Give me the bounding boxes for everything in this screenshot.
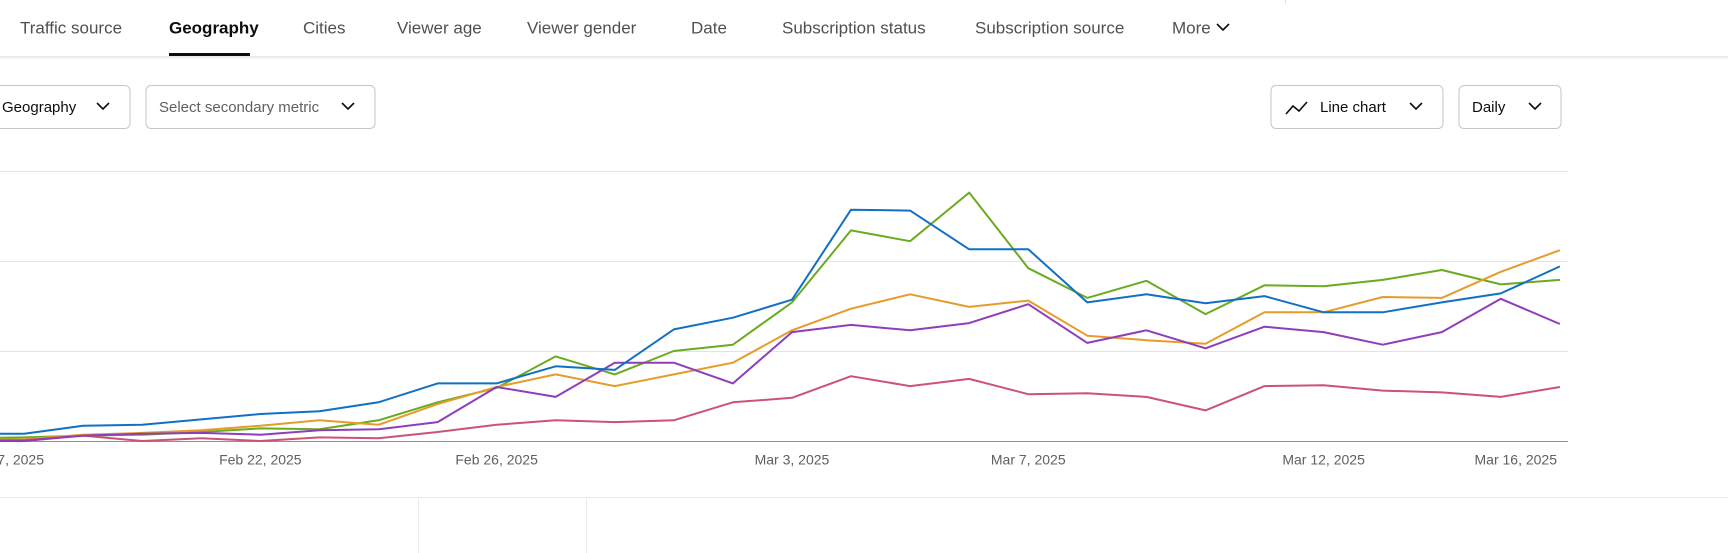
chart-type-label: Line chart xyxy=(1320,99,1387,116)
chart-type-dropdown[interactable] xyxy=(1270,85,1444,129)
chevron xyxy=(341,102,355,111)
series-line xyxy=(0,208,1561,435)
series-line xyxy=(0,191,1560,439)
tab-bar xyxy=(0,0,1728,56)
x-tick-label: Feb 17, 2025 xyxy=(0,452,44,468)
line-chart: Feb 17, 2025 Feb 22, 2025 Feb 26, 2025 Mar … xyxy=(0,171,1568,468)
series-line xyxy=(0,249,1561,441)
more-chevron xyxy=(1216,23,1230,32)
chevron xyxy=(1409,102,1423,111)
x-tick-label: Feb 26, 2025 xyxy=(455,452,538,468)
primary-dropdown-label: Geography xyxy=(2,99,77,116)
x-tick-label: Mar 3, 2025 xyxy=(755,452,830,468)
tab[interactable]: Viewer age xyxy=(397,18,482,37)
tab[interactable]: Subscription source xyxy=(975,18,1124,37)
tab[interactable]: Date xyxy=(691,18,727,37)
active-tab-indicator xyxy=(169,53,250,56)
x-tick-label: Mar 7, 2025 xyxy=(991,452,1066,468)
chevron xyxy=(1528,102,1542,111)
series-line xyxy=(0,375,1561,442)
tab-more[interactable]: More xyxy=(1172,18,1211,37)
chevron xyxy=(96,102,110,111)
secondary-dropdown[interactable] xyxy=(145,85,376,129)
x-tick-label: Feb 22, 2025 xyxy=(219,452,302,468)
series-line xyxy=(0,297,1561,442)
tab[interactable]: Viewer gender xyxy=(527,18,637,37)
tab[interactable]: Traffic source xyxy=(20,18,122,37)
tab[interactable]: Subscription status xyxy=(782,18,926,37)
line-chart-icon xyxy=(1285,101,1308,115)
tab[interactable]: Cities xyxy=(303,18,346,37)
primary-dropdown[interactable] xyxy=(0,85,131,129)
x-tick-label: Mar 16, 2025 xyxy=(1475,452,1558,468)
interval-label: Daily xyxy=(1472,99,1506,116)
interval-dropdown[interactable] xyxy=(1458,85,1562,129)
tab-active[interactable]: Geography xyxy=(169,18,259,37)
x-tick-label: Mar 12, 2025 xyxy=(1282,452,1365,468)
secondary-dropdown-label: Select secondary metric xyxy=(159,99,320,116)
